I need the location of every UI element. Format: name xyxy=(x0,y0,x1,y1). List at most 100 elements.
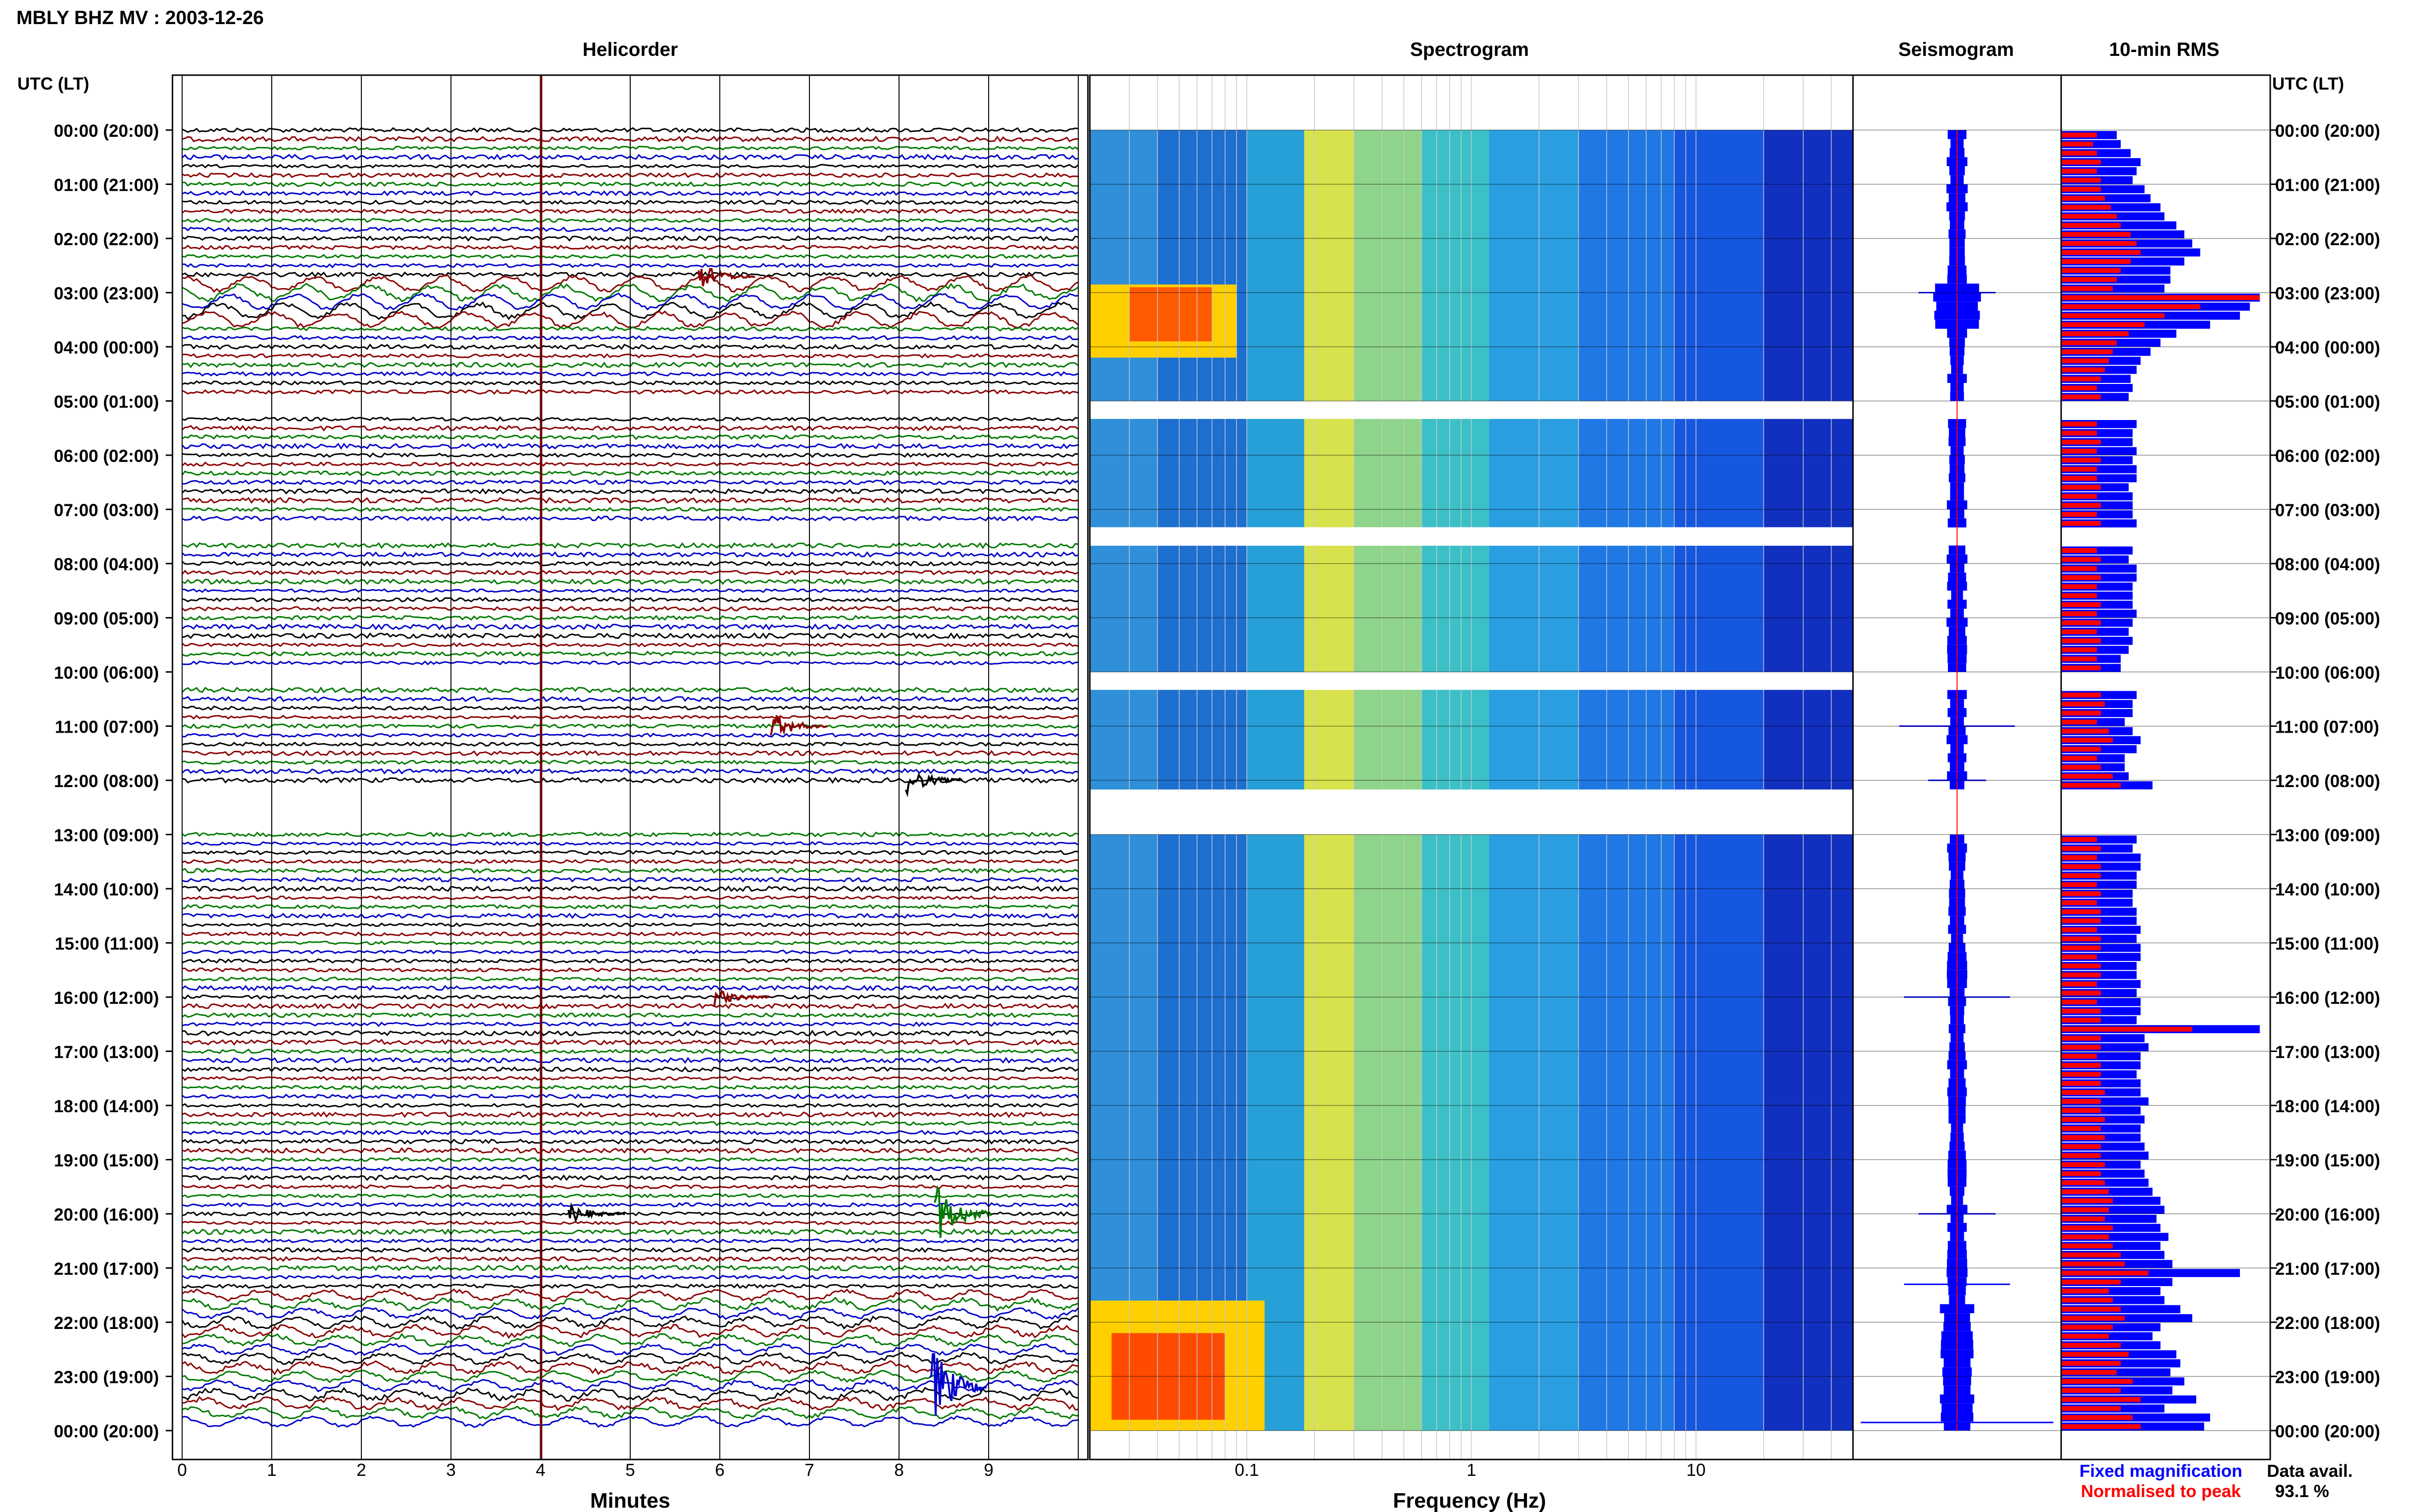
time-tick-left: 04:00 (00:00) xyxy=(54,338,159,357)
rms-bar-normalised xyxy=(2061,1379,2133,1384)
rms-bar-normalised xyxy=(2061,521,2101,526)
spectrogram-band xyxy=(1246,690,1305,790)
rms-bar-normalised xyxy=(2061,1216,2105,1222)
rms-bar-normalised xyxy=(2061,150,2097,156)
rms-bar-normalised xyxy=(2061,973,2101,978)
spectrogram-band xyxy=(1354,130,1422,401)
rms-bar-normalised xyxy=(2061,205,2111,210)
rms-bar-normalised xyxy=(2061,1090,2105,1095)
rms-bar-normalised xyxy=(2061,159,2101,165)
rms-bar-normalised xyxy=(2061,1108,2101,1113)
spectrogram-band xyxy=(1578,690,1675,790)
rms-bar-normalised xyxy=(2061,584,2097,589)
spectrogram-band xyxy=(1157,419,1247,527)
rms-bar-normalised xyxy=(2061,701,2105,707)
rms-bar-normalised xyxy=(2061,467,2097,472)
seismogram-title: Seismogram xyxy=(1898,39,2014,60)
x-tick-labels: 0 1 2 3 4 5 6 7 8 9 0.1 1 10 xyxy=(177,1460,1706,1480)
time-tick-left: 14:00 (10:00) xyxy=(54,880,159,899)
helicorder-event xyxy=(712,989,770,1007)
spectrogram-band xyxy=(1578,834,1675,1431)
spectrogram-band xyxy=(1304,130,1355,401)
time-tick-left: 09:00 (05:00) xyxy=(54,609,159,629)
spectrogram-band xyxy=(1674,419,1764,527)
minute-tick-label: 5 xyxy=(625,1460,635,1480)
spectrogram-band xyxy=(1157,690,1247,790)
time-tick-right: 22:00 (18:00) xyxy=(2275,1313,2380,1333)
time-tick-right: 07:00 (03:00) xyxy=(2275,500,2380,520)
time-tick-right: 02:00 (22:00) xyxy=(2275,229,2380,249)
rms-bar-normalised xyxy=(2061,223,2121,228)
helicorder-title: Helicorder xyxy=(582,39,678,60)
rms-bar-normalised xyxy=(2061,475,2097,481)
time-tick-left: 19:00 (15:00) xyxy=(54,1151,159,1170)
rms-bar-normalised xyxy=(2061,900,2097,906)
time-tick-left: 07:00 (03:00) xyxy=(54,500,159,520)
rms-bar-normalised xyxy=(2061,1225,2113,1231)
rms-bar-normalised xyxy=(2061,629,2097,634)
rms-bar-normalised xyxy=(2061,1406,2121,1411)
rms-bar-normalised xyxy=(2061,132,2097,138)
spectrogram-hot xyxy=(1129,287,1212,342)
helicorder-event xyxy=(568,1202,625,1223)
time-label-left: UTC (LT) xyxy=(17,74,89,93)
rms-bar-normalised xyxy=(2061,214,2117,219)
time-tick-right: 20:00 (16:00) xyxy=(2275,1205,2380,1224)
rms-bar-normalised xyxy=(2061,1144,2101,1149)
rms-bar-normalised xyxy=(2061,1117,2105,1122)
chart-title: MBLY BHZ MV : 2003-12-26 xyxy=(16,7,264,28)
rms-bar-normalised xyxy=(2061,1135,2105,1140)
data-availability-value: 93.1 % xyxy=(2275,1481,2329,1501)
rms-bar-normalised xyxy=(2061,458,2101,463)
rms-bar-normalised xyxy=(2061,891,2101,896)
time-tick-left: 03:00 (23:00) xyxy=(54,284,159,303)
spectrogram-band xyxy=(1421,130,1490,401)
minute-tick-label: 2 xyxy=(357,1460,366,1480)
rms-bar-normalised xyxy=(2061,963,2101,969)
rms-bar-normalised xyxy=(2061,295,2260,300)
legend-normalised: Normalised to peak xyxy=(2081,1481,2241,1501)
time-tick-left: 00:00 (20:00) xyxy=(54,121,159,141)
spectrogram-band xyxy=(1354,690,1422,790)
time-tick-right: 10:00 (06:00) xyxy=(2275,663,2380,683)
rms-bar-normalised xyxy=(2061,557,2101,562)
rms-bar-normalised xyxy=(2061,1397,2141,1402)
spectrogram-band xyxy=(1578,419,1675,527)
rms-bar-normalised xyxy=(2061,1171,2101,1176)
rms-bar-normalised xyxy=(2061,1288,2109,1294)
rms-bar-normalised xyxy=(2061,837,2097,842)
rms-bar-normalised xyxy=(2061,1342,2121,1348)
rms-bar-normalised xyxy=(2061,656,2097,661)
rms-bar-normalised xyxy=(2061,1370,2117,1375)
time-tick-left: 05:00 (01:00) xyxy=(54,392,159,412)
time-tick-right: 12:00 (08:00) xyxy=(2275,771,2380,791)
rms-bar-normalised xyxy=(2061,647,2097,653)
rms-bar-normalised xyxy=(2061,268,2121,273)
spectrogram-band xyxy=(1674,130,1764,401)
rms-bar-normalised xyxy=(2061,439,2101,445)
rms-bar-normalised xyxy=(2061,1325,2113,1330)
rms-title: 10-min RMS xyxy=(2109,39,2220,60)
rms-bar-normalised xyxy=(2061,494,2097,499)
spectrogram-band xyxy=(1763,690,1853,790)
helicorder-event xyxy=(934,1185,992,1238)
time-label-right: UTC (LT) xyxy=(2272,74,2344,93)
time-tick-right: 03:00 (23:00) xyxy=(2275,284,2380,303)
spectrogram-band xyxy=(1674,690,1764,790)
rms-bar-normalised xyxy=(2061,485,2101,490)
rms-bar-normalised xyxy=(2061,1234,2109,1239)
rms-bar-normalised xyxy=(2061,1036,2101,1041)
spectrogram-band xyxy=(1090,690,1158,790)
rms-bar-normalised xyxy=(2061,909,2101,914)
rms-bar-normalised xyxy=(2061,431,2097,436)
rms-bar-normalised xyxy=(2061,1126,2101,1131)
time-tick-right: 23:00 (19:00) xyxy=(2275,1367,2380,1387)
rms-bar-normalised xyxy=(2061,1198,2113,1203)
rms-bar-normalised xyxy=(2061,945,2101,950)
spectrogram-band xyxy=(1578,130,1675,401)
rms-bar-normalised xyxy=(2061,602,2101,607)
rms-bar-normalised xyxy=(2061,367,2105,372)
rms-bar-normalised xyxy=(2061,720,2097,725)
time-tick-left: 00:00 (20:00) xyxy=(54,1421,159,1441)
